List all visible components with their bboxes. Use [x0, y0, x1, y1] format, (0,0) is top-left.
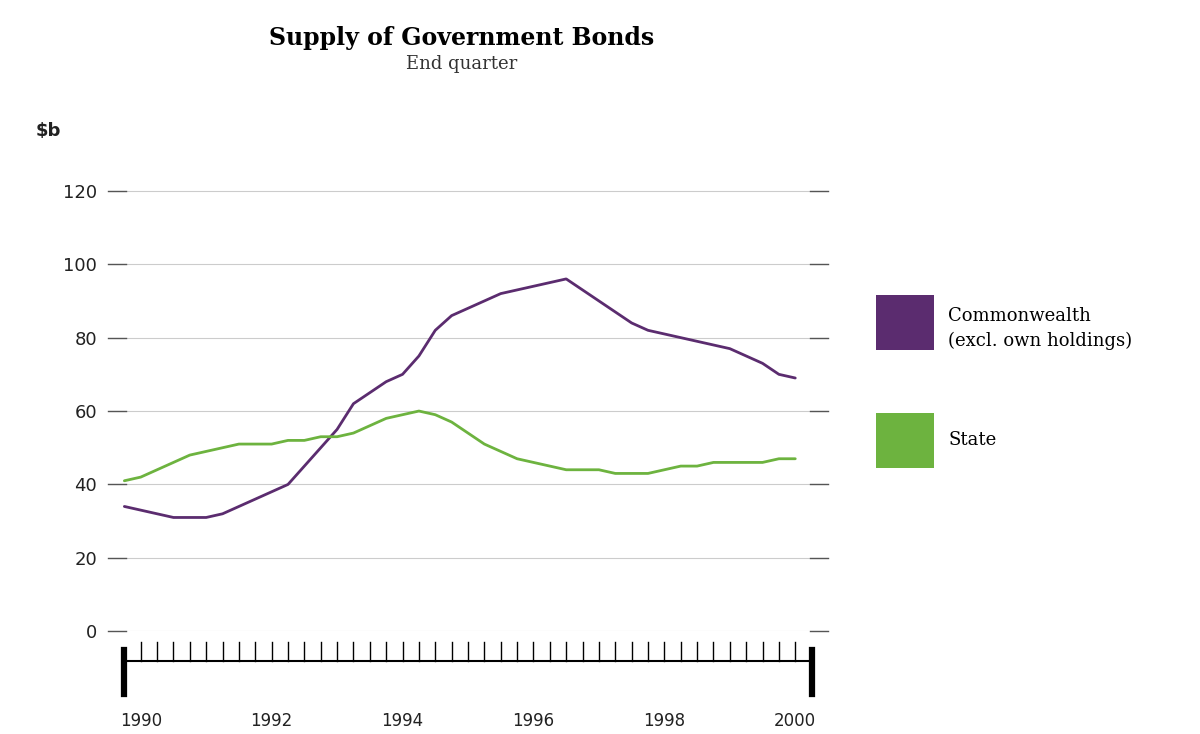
Text: Supply of Government Bonds: Supply of Government Bonds: [269, 26, 655, 50]
Text: State: State: [948, 432, 996, 449]
Text: 1992: 1992: [251, 712, 293, 730]
Text: 1996: 1996: [512, 712, 554, 730]
Text: (excl. own holdings): (excl. own holdings): [948, 333, 1132, 350]
Text: 2000: 2000: [774, 712, 816, 730]
Text: 1998: 1998: [643, 712, 685, 730]
Text: 1990: 1990: [120, 712, 162, 730]
Text: End quarter: End quarter: [407, 55, 517, 73]
Text: $b: $b: [36, 122, 61, 139]
Text: 1994: 1994: [382, 712, 424, 730]
Text: Commonwealth: Commonwealth: [948, 307, 1091, 324]
